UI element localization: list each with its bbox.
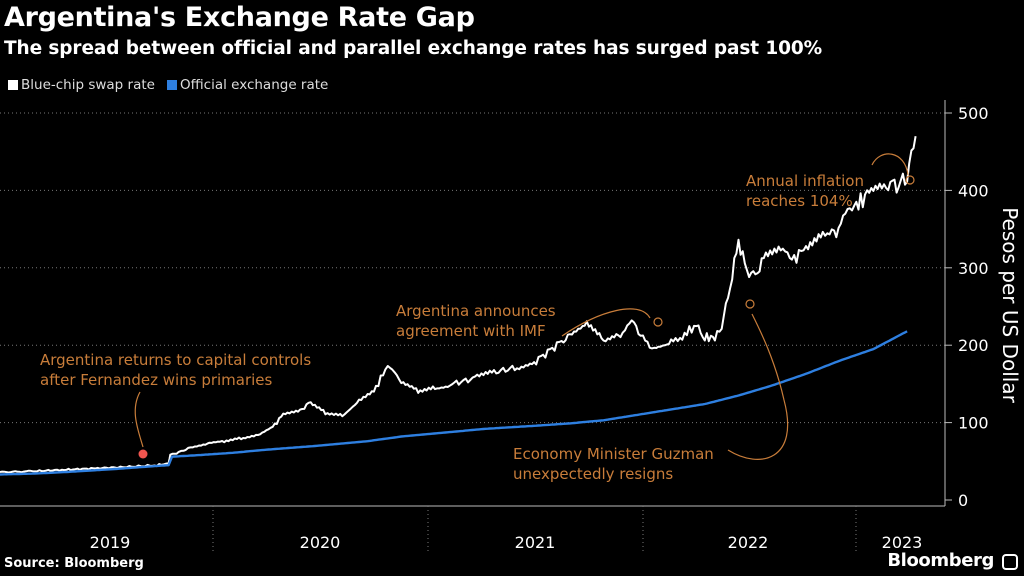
legend-swatch-blue-icon — [166, 80, 177, 90]
annotation-text: agreement with IMF — [396, 322, 546, 340]
y-tick-label: 400 — [958, 181, 989, 200]
annotation-text: Argentina returns to capital controls — [40, 351, 311, 369]
annotation-text: after Fernandez wins primaries — [40, 371, 273, 389]
source-note: Source: Bloomberg — [4, 556, 144, 571]
y-tick-label: 300 — [958, 259, 989, 278]
series-lines — [0, 136, 917, 476]
annotation-text: Argentina announces — [396, 302, 556, 320]
x-tick-label: 2020 — [300, 533, 341, 552]
annotations: Argentina returns to capital controls aft… — [40, 153, 915, 483]
bloomberg-logo: Bloomberg — [887, 550, 994, 571]
annotation-text: Economy Minister Guzman — [513, 445, 714, 463]
annotation-marker — [745, 299, 755, 309]
gridlines — [0, 112, 945, 424]
chart-subtitle: The spread between official and parallel… — [4, 38, 823, 59]
legend-swatch-white-icon — [8, 80, 18, 90]
legend-item-blue-chip: Blue-chip swap rate — [8, 77, 155, 93]
annotation-text: unexpectedly resigns — [513, 465, 673, 483]
y-tick-label: 100 — [958, 414, 989, 433]
x-tick-label: 2021 — [515, 533, 556, 552]
chart-title: Argentina's Exchange Rate Gap — [4, 2, 475, 33]
series-line-official — [0, 330, 908, 476]
annotation-text: Annual inflation — [746, 172, 864, 190]
annotation-arrow — [134, 391, 144, 448]
legend-label: Blue-chip swap rate — [21, 77, 155, 93]
bloomberg-mark-icon — [1002, 554, 1018, 570]
annotation-arrow — [871, 153, 909, 176]
x-tick-label: 2019 — [90, 533, 131, 552]
annotation-marker — [653, 317, 663, 327]
legend: Blue-chip swap rate Official exchange ra… — [8, 77, 328, 93]
y-axis: 0 100 200 300 400 500 — [944, 100, 989, 510]
x-tick-label: 2022 — [728, 533, 769, 552]
annotation-text: reaches 104% — [746, 192, 853, 210]
legend-item-official: Official exchange rate — [166, 77, 329, 93]
y-tick-label: 200 — [958, 336, 989, 355]
annotation-arrow — [727, 313, 789, 460]
x-tick-label: 2023 — [882, 533, 923, 552]
annotation-marker — [905, 175, 915, 185]
legend-label: Official exchange rate — [179, 77, 329, 93]
y-tick-label: 0 — [958, 491, 968, 510]
annotation-marker — [138, 449, 148, 459]
annotation-arrow — [561, 308, 651, 337]
y-tick-label: 500 — [958, 104, 989, 123]
y-axis-label: Pesos per US Dollar — [998, 207, 1022, 403]
x-axis: 2019 2020 2021 2022 2023 — [0, 505, 945, 552]
